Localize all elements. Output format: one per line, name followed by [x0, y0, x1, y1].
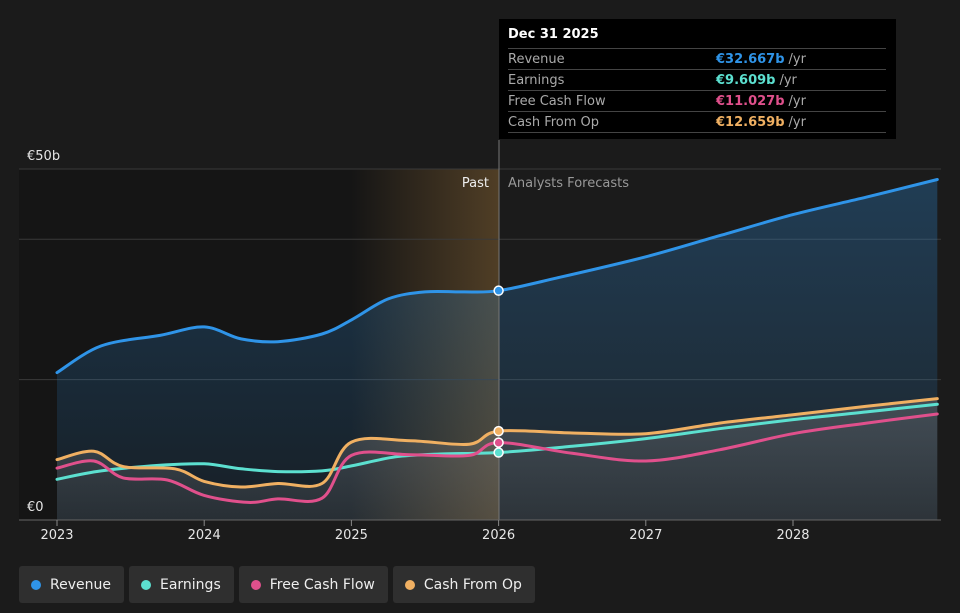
tooltip-label: Earnings: [508, 72, 565, 88]
past-label: Past: [462, 176, 489, 191]
tooltip-row-cash-from-op: Cash From Op €12.659b /yr: [508, 111, 886, 133]
tooltip-unit: /yr: [788, 51, 806, 67]
series-lines: [55, 178, 939, 504]
marker-earnings: [493, 447, 504, 458]
legend-label: Revenue: [50, 576, 111, 593]
legend-item-cash-from-op[interactable]: Cash From Op: [392, 566, 535, 603]
tooltip: Dec 31 2025 Revenue €32.667b /yr Earning…: [499, 19, 896, 139]
legend-dot-icon: [140, 579, 151, 590]
line-revenue: [55, 178, 939, 375]
tooltip-value: €11.027b: [716, 93, 785, 109]
x-axis-ticks: 2023 2024 2025 2026 2027 2028: [40, 520, 810, 543]
tooltip-unit: /yr: [788, 114, 806, 130]
x-tick-label: 2025: [335, 528, 368, 543]
legend-dot-icon: [250, 579, 261, 590]
x-tick-label: 2024: [188, 528, 221, 543]
legend-dot-icon: [404, 579, 415, 590]
tooltip-unit: /yr: [788, 93, 806, 109]
tooltip-label: Revenue: [508, 51, 565, 67]
legend-item-earnings[interactable]: Earnings: [128, 566, 234, 603]
y-label-bottom: €0: [27, 500, 44, 515]
x-tick-label: 2027: [629, 528, 662, 543]
line-cash-from-op: [55, 397, 939, 489]
tooltip-row-revenue: Revenue €32.667b /yr: [508, 48, 886, 69]
tooltip-value: €9.609b: [716, 72, 776, 88]
legend-label: Free Cash Flow: [269, 576, 375, 593]
x-tick-label: 2028: [776, 528, 809, 543]
legend-dot-icon: [31, 579, 41, 590]
tooltip-label: Free Cash Flow: [508, 93, 606, 109]
tooltip-unit: /yr: [779, 72, 797, 88]
forecast-label: Analysts Forecasts: [508, 176, 629, 191]
tooltip-row-free-cash-flow: Free Cash Flow €11.027b /yr: [508, 90, 886, 111]
legend-item-free-cash-flow[interactable]: Free Cash Flow: [238, 566, 388, 603]
marker-free-cash-flow: [493, 437, 504, 448]
tooltip-value: €12.659b: [716, 114, 785, 130]
tooltip-value: €32.667b: [716, 51, 785, 67]
y-label-top: €50b: [27, 149, 60, 164]
x-tick-label: 2023: [40, 528, 73, 543]
marker-revenue: [493, 285, 504, 296]
legend-item-revenue[interactable]: Revenue: [19, 566, 124, 603]
tooltip-label: Cash From Op: [508, 114, 600, 130]
legend-label: Cash From Op: [423, 576, 522, 593]
marker-cash-from-op: [493, 425, 504, 437]
x-tick-label: 2026: [482, 528, 515, 543]
tooltip-date: Dec 31 2025: [508, 27, 599, 42]
legend: Revenue Earnings Free Cash Flow Cash Fro…: [19, 566, 535, 603]
series-markers: [493, 285, 504, 458]
legend-label: Earnings: [159, 576, 221, 593]
tooltip-row-earnings: Earnings €9.609b /yr: [508, 69, 886, 90]
line-free-cash-flow: [55, 412, 939, 504]
